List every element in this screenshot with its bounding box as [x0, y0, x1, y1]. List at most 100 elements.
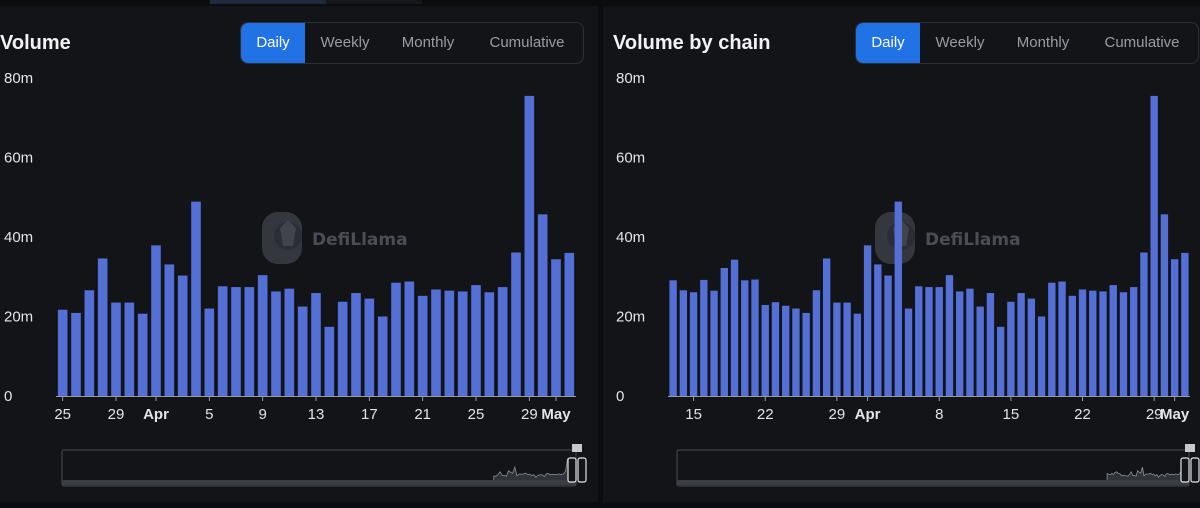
- bar[interactable]: [1027, 298, 1036, 396]
- bar[interactable]: [700, 279, 708, 396]
- bar[interactable]: [669, 280, 677, 396]
- bar[interactable]: [843, 302, 851, 396]
- bar[interactable]: [812, 290, 821, 396]
- bar[interactable]: [730, 259, 739, 396]
- bar[interactable]: [863, 245, 872, 396]
- tab-weekly[interactable]: Weekly: [320, 34, 370, 51]
- bar[interactable]: [217, 286, 228, 396]
- bar[interactable]: [111, 302, 121, 396]
- bar[interactable]: [966, 288, 974, 396]
- bar[interactable]: [1017, 293, 1025, 396]
- bar[interactable]: [751, 279, 759, 396]
- bar[interactable]: [551, 259, 561, 396]
- bar[interactable]: [996, 326, 1005, 396]
- bar[interactable]: [1048, 282, 1056, 396]
- tab-monthly[interactable]: Monthly: [1016, 34, 1070, 51]
- bar[interactable]: [853, 313, 862, 396]
- bar[interactable]: [1109, 285, 1117, 396]
- tab-daily[interactable]: Daily: [241, 23, 305, 63]
- bar[interactable]: [771, 302, 780, 396]
- bar[interactable]: [364, 298, 375, 396]
- bar[interactable]: [417, 295, 428, 396]
- bar[interactable]: [956, 291, 964, 396]
- zoom-grip-icon[interactable]: [572, 444, 582, 452]
- bar[interactable]: [945, 275, 954, 396]
- bar[interactable]: [741, 280, 749, 396]
- bar[interactable]: [391, 282, 401, 396]
- bar[interactable]: [1170, 259, 1179, 396]
- bar[interactable]: [1130, 287, 1138, 396]
- bar[interactable]: [1058, 281, 1066, 396]
- zoom-handle-right[interactable]: [577, 457, 587, 483]
- bar[interactable]: [1119, 292, 1128, 396]
- bar[interactable]: [986, 293, 995, 396]
- bar[interactable]: [782, 305, 790, 396]
- bar[interactable]: [894, 201, 902, 396]
- bar[interactable]: [324, 326, 335, 396]
- bar[interactable]: [151, 245, 161, 396]
- bar[interactable]: [1007, 301, 1015, 396]
- bar[interactable]: [904, 308, 913, 396]
- bar[interactable]: [1068, 295, 1076, 396]
- bar[interactable]: [1150, 95, 1158, 396]
- bar[interactable]: [1140, 252, 1148, 397]
- bar[interactable]: [137, 313, 148, 396]
- zoom-grip-icon[interactable]: [1185, 444, 1195, 452]
- bar[interactable]: [497, 287, 508, 396]
- bar[interactable]: [689, 292, 698, 396]
- bar[interactable]: [1160, 214, 1169, 396]
- bar[interactable]: [537, 214, 548, 396]
- tab-weekly[interactable]: Weekly: [935, 34, 985, 51]
- bar[interactable]: [311, 293, 321, 396]
- bar[interactable]: [204, 308, 215, 396]
- bar[interactable]: [679, 290, 688, 396]
- bar[interactable]: [874, 264, 882, 396]
- bar[interactable]: [177, 275, 188, 396]
- zoom-handle-left[interactable]: [567, 457, 577, 483]
- bar[interactable]: [1099, 291, 1107, 396]
- bar[interactable]: [244, 287, 255, 396]
- zoom-handle-left[interactable]: [1180, 457, 1190, 483]
- bar[interactable]: [297, 306, 308, 396]
- bar[interactable]: [284, 288, 295, 396]
- bar[interactable]: [351, 293, 361, 396]
- bar[interactable]: [191, 201, 201, 396]
- bar[interactable]: [802, 312, 810, 396]
- bar[interactable]: [457, 291, 468, 396]
- tab-daily[interactable]: Daily: [856, 23, 920, 63]
- tab-cumulative[interactable]: Cumulative: [1104, 34, 1180, 51]
- bar[interactable]: [124, 302, 135, 396]
- bar[interactable]: [720, 268, 728, 396]
- bar[interactable]: [271, 291, 281, 396]
- bar[interactable]: [1181, 252, 1189, 396]
- bar[interactable]: [710, 290, 718, 396]
- bar[interactable]: [884, 275, 892, 396]
- top-tab[interactable]: [326, 0, 422, 4]
- zoom-handle-right[interactable]: [1190, 457, 1200, 483]
- top-tab-active[interactable]: [210, 0, 326, 4]
- bar[interactable]: [833, 302, 841, 396]
- bar[interactable]: [57, 309, 68, 396]
- bar[interactable]: [431, 289, 441, 396]
- bar[interactable]: [1089, 290, 1097, 396]
- bar[interactable]: [564, 252, 575, 396]
- bar[interactable]: [337, 301, 348, 396]
- bar[interactable]: [404, 281, 415, 396]
- bar[interactable]: [761, 304, 769, 396]
- bar[interactable]: [524, 95, 535, 396]
- bar[interactable]: [976, 306, 984, 396]
- bar[interactable]: [822, 258, 831, 396]
- bar[interactable]: [84, 290, 95, 396]
- bar[interactable]: [444, 290, 455, 396]
- bar[interactable]: [915, 286, 923, 396]
- bar[interactable]: [471, 285, 481, 396]
- bar[interactable]: [484, 292, 495, 396]
- bar[interactable]: [97, 258, 108, 396]
- bar[interactable]: [231, 287, 241, 396]
- bar[interactable]: [1078, 289, 1087, 396]
- bar[interactable]: [71, 312, 81, 396]
- bar[interactable]: [164, 264, 175, 396]
- bar[interactable]: [257, 275, 268, 396]
- tab-monthly[interactable]: Monthly: [401, 34, 455, 51]
- bar[interactable]: [377, 316, 388, 397]
